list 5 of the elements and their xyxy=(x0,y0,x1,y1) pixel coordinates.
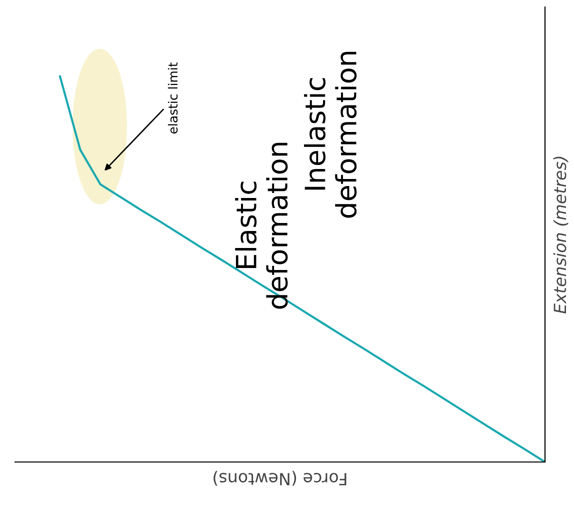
y-axis-title: Extension (metres) xyxy=(553,156,568,314)
annotation: Inelastic deformation xyxy=(304,52,357,218)
x-axis-title: Force (Newtons) xyxy=(214,470,346,486)
annotation: elastic limit xyxy=(168,62,178,134)
annotation: Elastic deformation xyxy=(235,142,288,309)
